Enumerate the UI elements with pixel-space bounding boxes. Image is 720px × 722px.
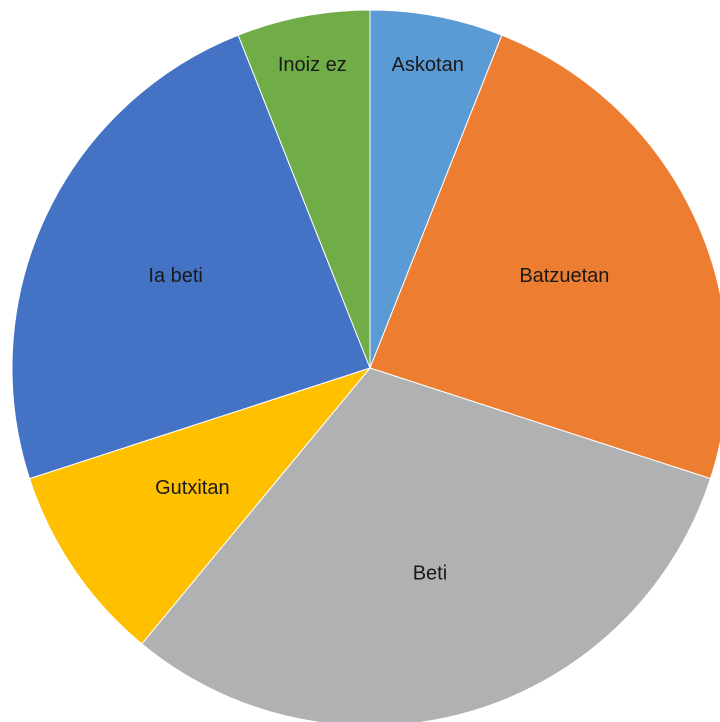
pie-slice [28, 366, 372, 645]
pie-slice [141, 367, 712, 722]
slice-label: Ia beti [148, 265, 202, 287]
slice-label: Askotan [392, 54, 464, 76]
slice-label: Beti [413, 563, 447, 585]
pie-slice [369, 34, 720, 480]
pie-slice [237, 9, 371, 369]
pie-slice [369, 9, 503, 369]
slice-label: Batzuetan [519, 265, 609, 287]
slice-label: Inoiz ez [278, 54, 347, 76]
slice-label: Gutxitan [155, 477, 229, 499]
pie-slice [11, 34, 371, 480]
